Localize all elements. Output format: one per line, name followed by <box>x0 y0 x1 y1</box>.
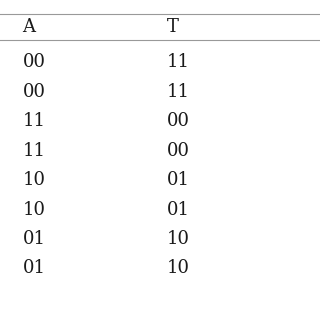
Text: 01: 01 <box>166 201 189 219</box>
Text: A: A <box>22 18 36 36</box>
Text: 10: 10 <box>166 230 189 248</box>
Text: 00: 00 <box>22 53 45 71</box>
Text: 10: 10 <box>166 260 189 277</box>
Text: 00: 00 <box>22 83 45 101</box>
Text: 11: 11 <box>22 142 45 160</box>
Text: 10: 10 <box>22 171 45 189</box>
Text: 01: 01 <box>22 230 45 248</box>
Text: 01: 01 <box>22 260 45 277</box>
Text: 00: 00 <box>166 142 189 160</box>
Text: 11: 11 <box>22 112 45 130</box>
Text: 01: 01 <box>166 171 189 189</box>
Text: 10: 10 <box>22 201 45 219</box>
Text: T: T <box>166 18 178 36</box>
Text: 11: 11 <box>166 83 189 101</box>
Text: 00: 00 <box>166 112 189 130</box>
Text: 11: 11 <box>166 53 189 71</box>
